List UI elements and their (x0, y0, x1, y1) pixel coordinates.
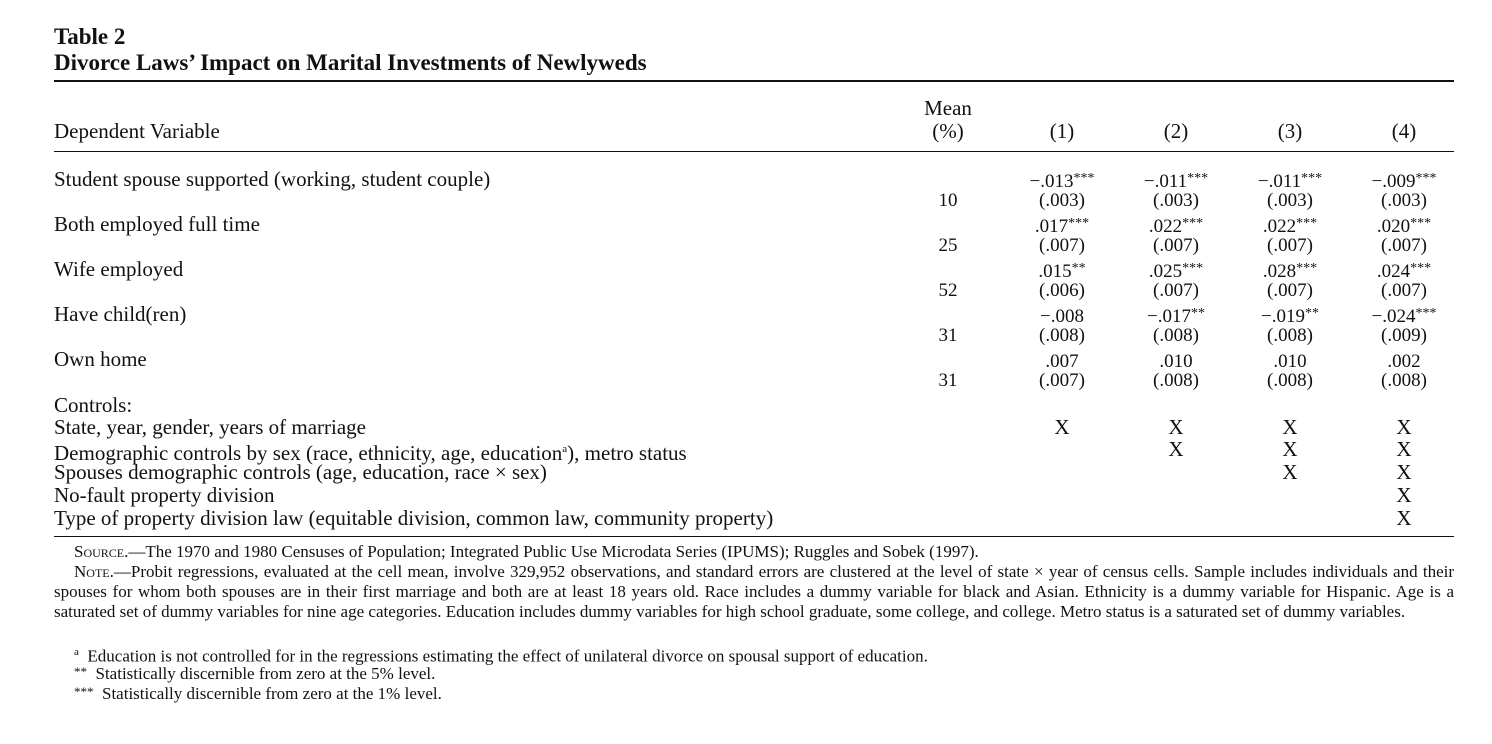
se-cell: (.009) (1381, 325, 1427, 346)
se-cell: (.007) (1153, 280, 1199, 301)
coef-cell: −.011*** (1257, 171, 1323, 192)
header-rule (54, 151, 1454, 152)
coef-cell: −.011*** (1143, 171, 1209, 192)
mean-value: 10 (938, 190, 958, 211)
control-mark: X (1168, 415, 1184, 439)
se-cell: (.007) (1039, 235, 1085, 256)
control-mark: X (1396, 415, 1412, 439)
coef-cell: −.017** (1147, 306, 1205, 327)
se-cell: (.007) (1267, 235, 1313, 256)
mean-header-line1: Mean (924, 96, 972, 120)
control-mark: X (1168, 437, 1184, 461)
row-label-both-employed: Both employed full time (54, 212, 260, 236)
coef-cell: .020*** (1376, 216, 1432, 237)
se-cell: (.008) (1153, 325, 1199, 346)
coef-cell: −.019** (1261, 306, 1319, 327)
se-cell: (.007) (1039, 370, 1085, 391)
coef-cell: −.024*** (1371, 306, 1437, 327)
row-label-have-children: Have child(ren) (54, 302, 187, 326)
coef-cell: .022*** (1262, 216, 1318, 237)
control-mark: X (1396, 437, 1412, 461)
se-cell: (.003) (1267, 190, 1313, 211)
general-note: Note.—Probit regressions, evaluated at t… (54, 562, 1454, 621)
control-label: Type of property division law (equitable… (54, 506, 774, 530)
control-mark: X (1282, 437, 1298, 461)
se-cell: (.007) (1381, 235, 1427, 256)
control-label: No-fault property division (54, 483, 275, 507)
controls-heading: Controls: (54, 393, 133, 417)
control-label: Spouses demographic controls (age, educa… (54, 460, 547, 484)
se-cell: (.003) (1153, 190, 1199, 211)
coef-cell: .025*** (1148, 261, 1204, 282)
mean-header: Mean (%) (908, 97, 988, 143)
mean-value: 52 (938, 280, 958, 301)
coef-cell: .010 (1273, 351, 1307, 372)
bottom-rule (54, 536, 1454, 537)
coef-cell: −.013*** (1029, 171, 1095, 192)
se-cell: (.003) (1381, 190, 1427, 211)
coef-cell: .007 (1045, 351, 1079, 372)
control-mark: X (1396, 506, 1412, 530)
footnote: a Education is not controlled for in the… (74, 646, 928, 666)
mean-header-line2: (%) (932, 119, 964, 143)
control-mark: X (1054, 415, 1070, 439)
column-header-3: (3) (1277, 119, 1303, 143)
control-mark: X (1396, 460, 1412, 484)
control-label: State, year, gender, years of marriage (54, 415, 366, 439)
column-header-1: (1) (1049, 119, 1075, 143)
coef-cell: .010 (1159, 351, 1193, 372)
control-label: Demographic controls by sex (race, ethni… (54, 441, 687, 465)
se-cell: (.008) (1381, 370, 1427, 391)
mean-value: 25 (938, 235, 958, 256)
se-cell: (.008) (1153, 370, 1199, 391)
coef-cell: .022*** (1148, 216, 1204, 237)
coef-cell: .015** (1038, 261, 1086, 282)
mean-value: 31 (938, 325, 958, 346)
coef-cell: .017*** (1034, 216, 1090, 237)
control-mark: X (1282, 460, 1298, 484)
se-cell: (.008) (1039, 325, 1085, 346)
table-title: Divorce Laws’ Impact on Marital Investme… (54, 50, 647, 75)
coef-cell: .024*** (1376, 261, 1432, 282)
footnote: *** Statistically discernible from zero … (74, 684, 442, 703)
se-cell: (.007) (1267, 280, 1313, 301)
se-cell: (.008) (1267, 370, 1313, 391)
top-rule (54, 80, 1454, 82)
se-cell: (.007) (1381, 280, 1427, 301)
se-cell: (.006) (1039, 280, 1085, 301)
se-cell: (.003) (1039, 190, 1085, 211)
footnote: ** Statistically discernible from zero a… (74, 664, 436, 683)
control-mark: X (1282, 415, 1298, 439)
coef-cell: .002 (1387, 351, 1421, 372)
source-note: Source.—The 1970 and 1980 Censuses of Po… (74, 542, 979, 561)
se-cell: (.007) (1153, 235, 1199, 256)
coef-cell: −.008 (1040, 306, 1084, 327)
control-mark: X (1396, 483, 1412, 507)
coef-cell: −.009*** (1371, 171, 1437, 192)
column-header-4: (4) (1391, 119, 1417, 143)
table-title-block: Table 2 Divorce Laws’ Impact on Marital … (54, 24, 647, 76)
table-number: Table 2 (54, 24, 126, 49)
row-label-wife-employed: Wife employed (54, 257, 184, 281)
row-label-own-home: Own home (54, 347, 147, 371)
dependent-variable-header: Dependent Variable (54, 119, 220, 143)
se-cell: (.008) (1267, 325, 1313, 346)
coef-cell: .028*** (1262, 261, 1318, 282)
mean-value: 31 (938, 370, 958, 391)
row-label-student-spouse: Student spouse supported (working, stude… (54, 167, 491, 191)
column-header-2: (2) (1163, 119, 1189, 143)
